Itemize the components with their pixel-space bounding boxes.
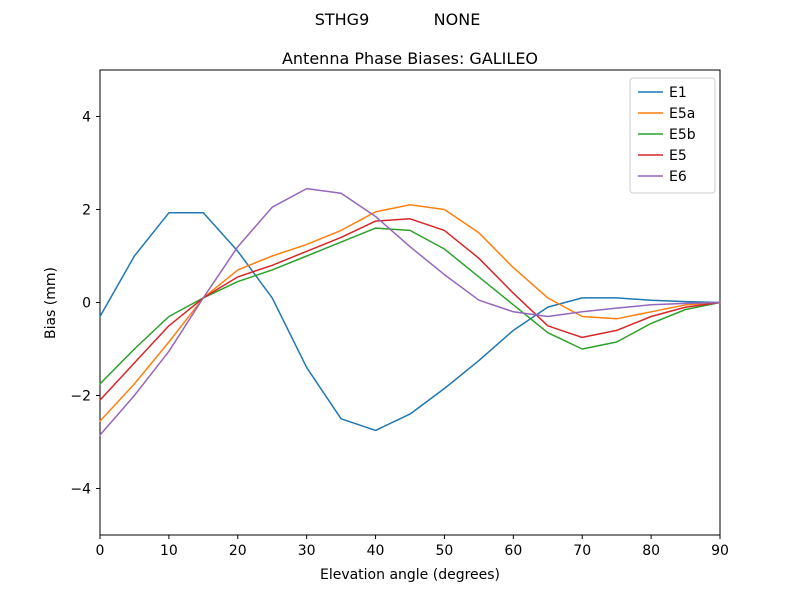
suptitle-right: NONE — [434, 10, 481, 29]
axes: 0 10 20 30 40 50 60 70 80 90 −4 −2 0 2 4 — [70, 69, 729, 559]
legend-label-E5a: E5a — [669, 106, 695, 122]
x-tick-label: 0 — [96, 543, 105, 559]
y-tick-label: −2 — [70, 389, 91, 405]
x-tick-label: 30 — [298, 543, 316, 559]
legend-box — [629, 77, 716, 194]
y-tick-label: 4 — [82, 110, 91, 126]
x-tick-label: 90 — [711, 543, 729, 559]
legend-label-E5: E5 — [669, 148, 687, 164]
y-tick-label: 0 — [82, 296, 91, 312]
series-group — [99, 187, 721, 436]
series-line-E6 — [99, 187, 721, 436]
legend: E1 E5a E5b E5 E6 — [629, 77, 716, 194]
x-tick-label: 80 — [642, 543, 660, 559]
chart-title: Antenna Phase Biases: GALILEO — [282, 49, 538, 68]
x-tick-label: 40 — [367, 543, 385, 559]
x-axis-label: Elevation angle (degrees) — [320, 567, 500, 583]
suptitle-left: STHG9 — [315, 10, 370, 29]
y-tick-label: −4 — [70, 482, 91, 498]
x-tick-label: 10 — [160, 543, 178, 559]
x-tick-label: 70 — [573, 543, 591, 559]
y-tick-label: 2 — [82, 203, 91, 219]
x-tick-label: 20 — [229, 543, 247, 559]
legend-label-E5b: E5b — [669, 127, 696, 143]
plot-frame — [99, 69, 721, 536]
y-axis-label: Bias (mm) — [43, 267, 59, 339]
x-tick-label: 60 — [504, 543, 522, 559]
x-tick-label: 50 — [436, 543, 454, 559]
series-line-E1 — [99, 212, 721, 432]
legend-label-E6: E6 — [669, 169, 687, 185]
legend-label-E1: E1 — [669, 85, 687, 101]
